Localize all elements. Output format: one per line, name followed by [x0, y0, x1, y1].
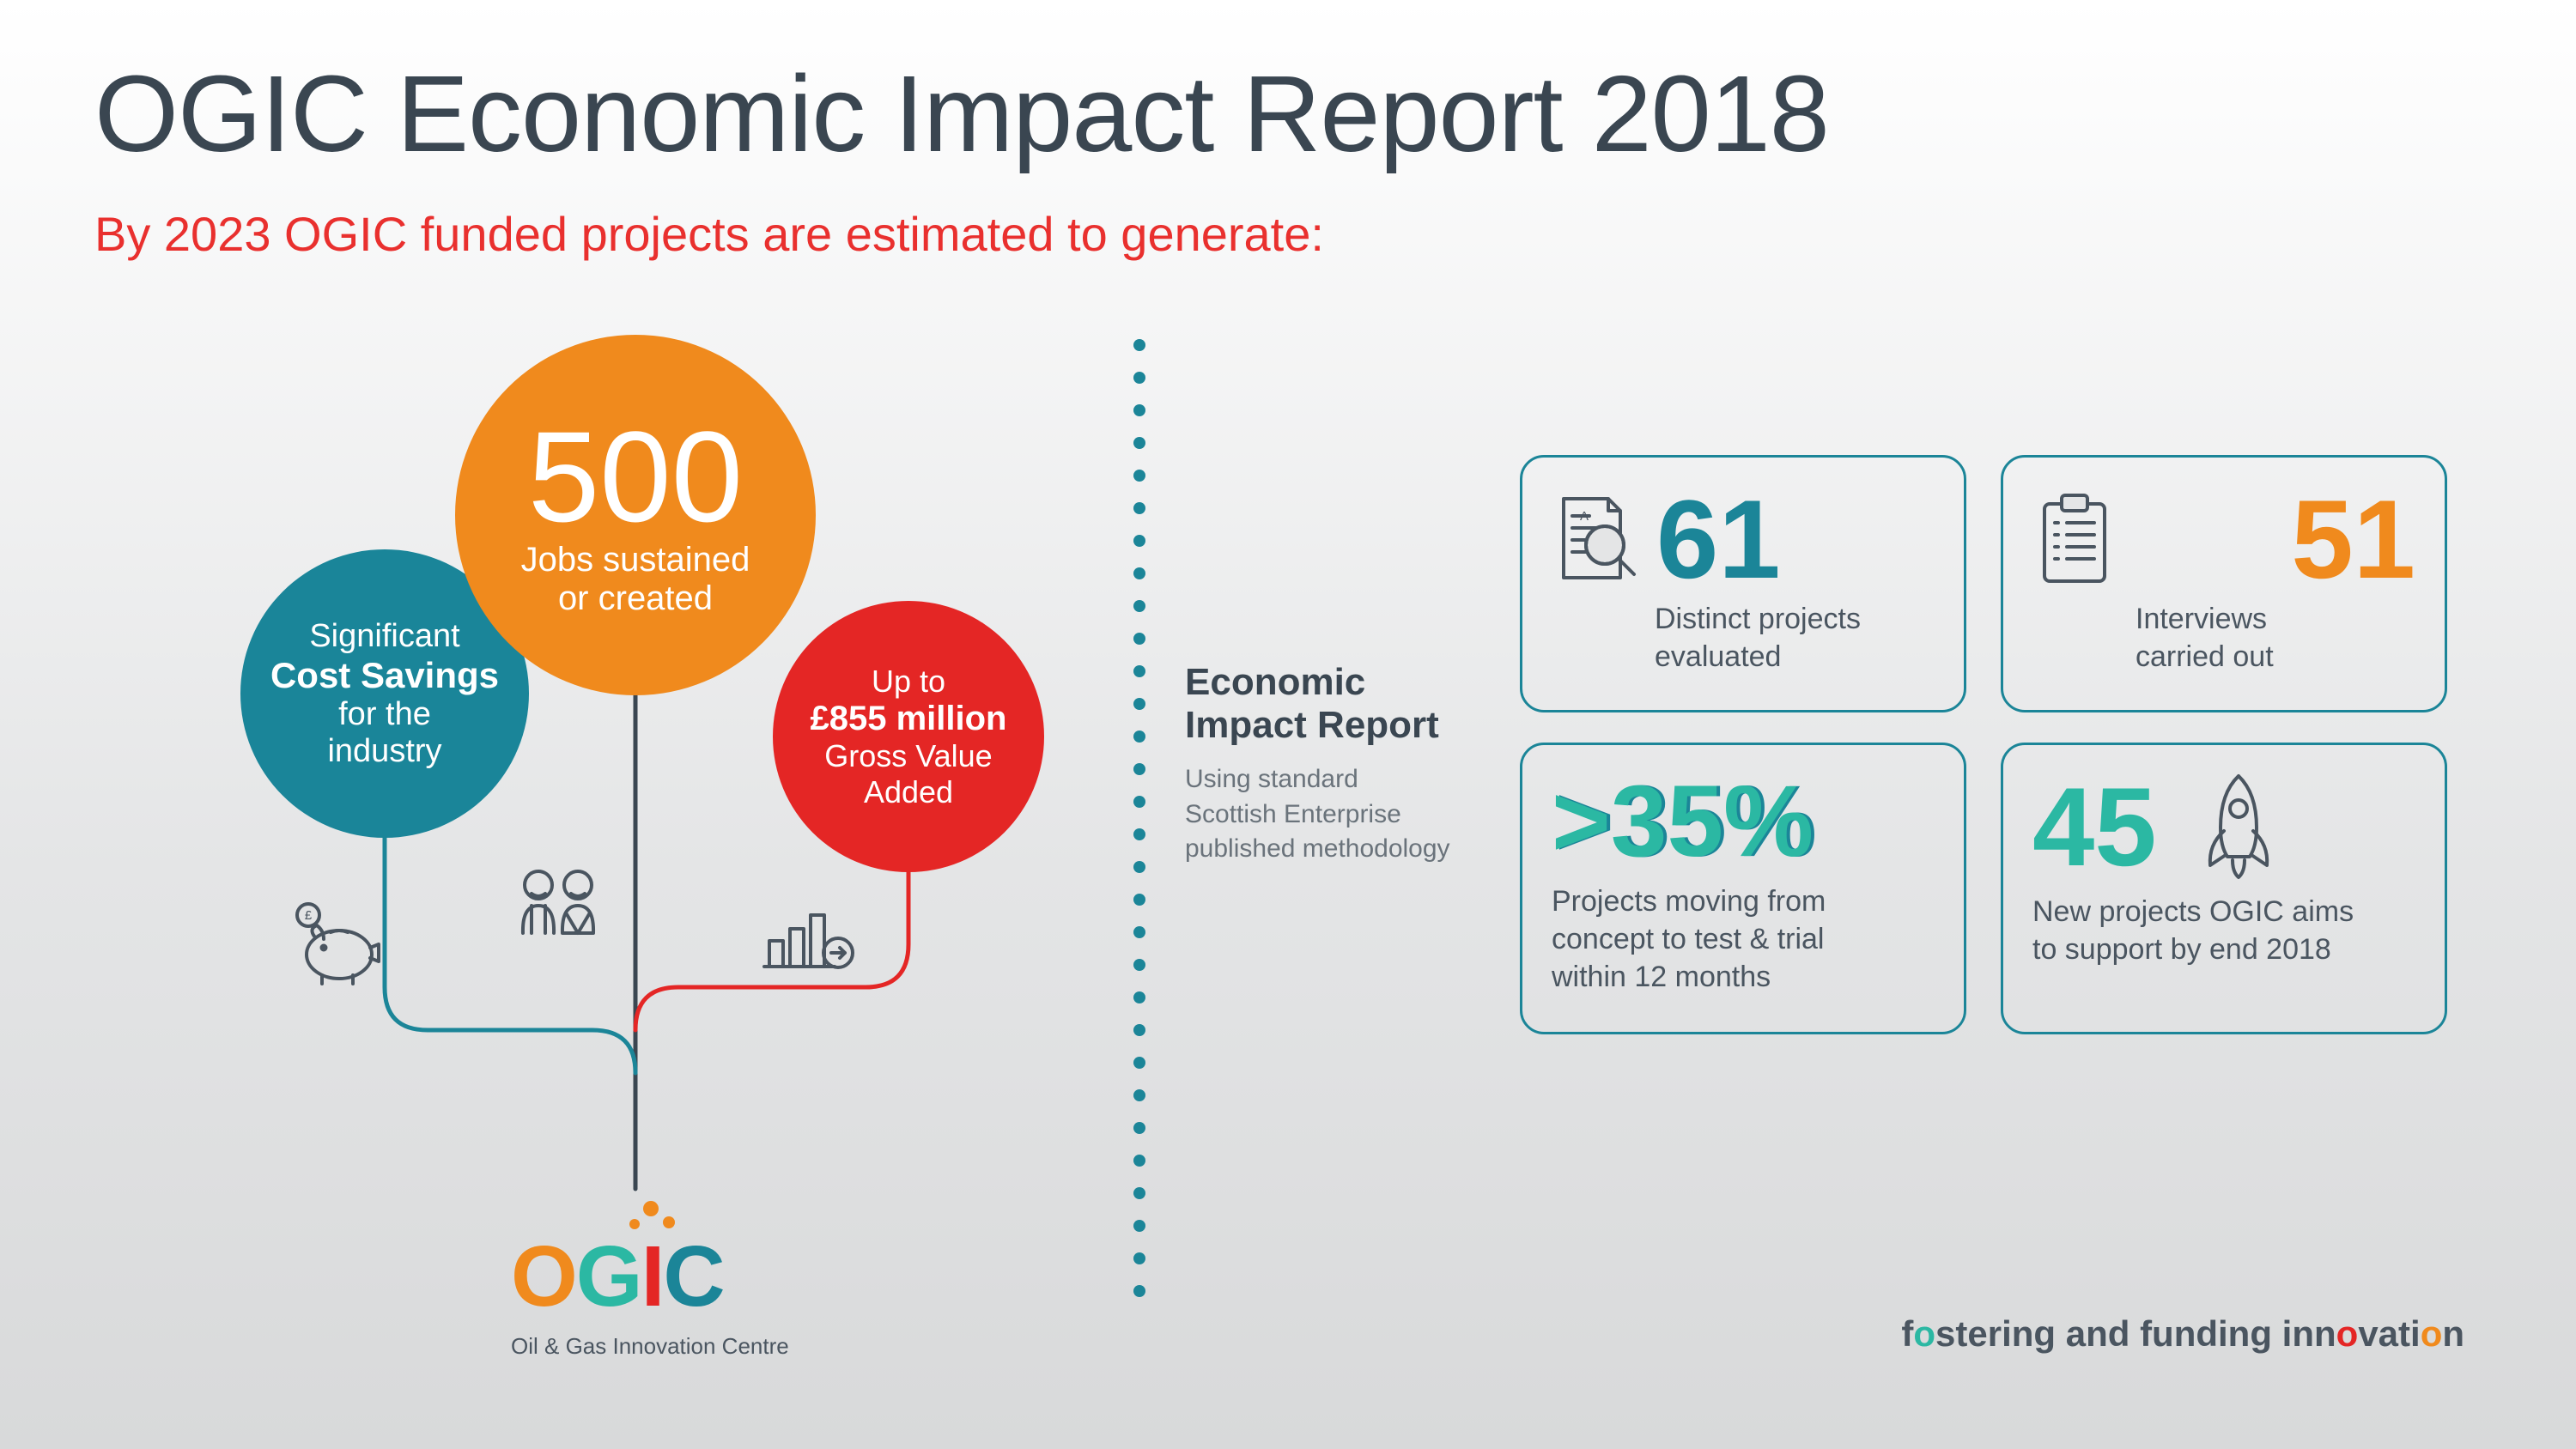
stat-number: 45	[2032, 771, 2157, 882]
text: Jobs sustained	[521, 541, 750, 579]
stat-number: 500	[528, 412, 743, 541]
logo-text: OGIC	[511, 1228, 789, 1326]
text: Cost Savings	[270, 655, 499, 696]
rocket-icon	[2200, 771, 2277, 882]
text: New projects OGIC aims	[2032, 893, 2415, 931]
svg-text:£: £	[305, 908, 313, 923]
circle-jobs: 500 Jobs sustained or created	[455, 335, 816, 695]
clipboard-icon	[2032, 492, 2118, 586]
divider-dots	[1133, 339, 1145, 1297]
text: Up to	[872, 664, 945, 700]
text: or created	[558, 579, 713, 618]
document-magnify-icon: A	[1552, 492, 1637, 586]
ogic-logo: OGIC Oil & Gas Innovation Centre	[511, 1193, 789, 1360]
text: £855 million	[811, 700, 1007, 738]
text: Projects moving from	[1552, 882, 1935, 920]
text: carried out	[2136, 638, 2415, 676]
text: Distinct projects	[1655, 600, 1935, 638]
stat-number: >35%	[1552, 771, 1935, 872]
stat-number: 51	[2291, 483, 2415, 595]
stat-number: 61	[1656, 483, 1781, 595]
text: within 12 months	[1552, 958, 1935, 996]
text: Added	[864, 774, 953, 810]
logo-caption: Oil & Gas Innovation Centre	[511, 1333, 789, 1360]
page-title: OGIC Economic Impact Report 2018	[94, 52, 1829, 176]
mid-report-label: Economic Impact Report Using standard Sc…	[1185, 661, 1477, 867]
text: to support by end 2018	[2032, 931, 2415, 968]
text: Economic	[1185, 661, 1477, 704]
tagline: fostering and funding innovation	[1901, 1313, 2464, 1355]
svg-text:A: A	[1580, 509, 1589, 524]
text: for the	[338, 696, 431, 733]
text: Scottish Enterprise	[1185, 797, 1477, 833]
text: Interviews	[2136, 600, 2415, 638]
card-interviews: 51 Interviews carried out	[2001, 455, 2447, 712]
text: Significant	[309, 618, 459, 655]
text: industry	[327, 733, 441, 770]
card-new-projects: 45 New projects OGIC aims to support by …	[2001, 743, 2447, 1034]
text: published methodology	[1185, 832, 1477, 867]
card-projects-moving: >35% Projects moving from concept to tes…	[1520, 743, 1966, 1034]
text: Gross Value	[824, 738, 992, 774]
text: Using standard	[1185, 762, 1477, 797]
circle-gva: Up to £855 million Gross Value Added	[773, 601, 1044, 872]
page-subtitle: By 2023 OGIC funded projects are estimat…	[94, 206, 1324, 262]
text: Impact Report	[1185, 704, 1477, 747]
text: concept to test & trial	[1552, 920, 1935, 958]
card-projects-evaluated: A 61 Distinct projects evaluated	[1520, 455, 1966, 712]
text: evaluated	[1655, 638, 1935, 676]
